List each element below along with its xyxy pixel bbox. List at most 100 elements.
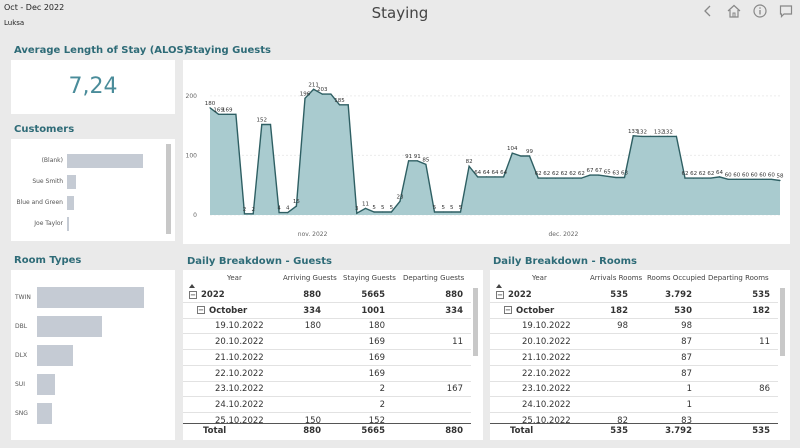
data-point[interactable]: [356, 212, 358, 214]
data-point[interactable]: [433, 211, 436, 213]
data-point[interactable]: [615, 176, 617, 179]
data-point[interactable]: [468, 165, 470, 167]
rooms-row[interactable]: 19.10.2022 98 98: [490, 318, 778, 335]
data-point[interactable]: [226, 113, 228, 115]
data-point[interactable]: [753, 178, 755, 180]
room-type-bar[interactable]: [37, 374, 56, 395]
comment-icon[interactable]: [778, 3, 794, 19]
data-point[interactable]: [675, 135, 677, 137]
data-point[interactable]: [537, 177, 539, 179]
collapse-icon[interactable]: −: [189, 290, 197, 299]
rooms-row[interactable]: 21.10.2022 87: [490, 350, 778, 366]
data-point[interactable]: [278, 212, 280, 214]
data-point[interactable]: [338, 104, 341, 106]
rooms-col-departing[interactable]: Departing Rooms: [708, 274, 769, 282]
collapse-icon[interactable]: −: [504, 306, 512, 315]
room-type-bar[interactable]: [37, 403, 52, 424]
data-point[interactable]: [269, 123, 272, 126]
data-point[interactable]: [373, 211, 375, 213]
rooms-scrollbar[interactable]: [780, 288, 785, 356]
guests-col-arriving[interactable]: Arriving Guests: [283, 274, 337, 282]
rooms-row[interactable]: 24.10.2022 1: [490, 397, 778, 413]
data-point[interactable]: [503, 176, 505, 178]
rooms-row-label[interactable]: −2022: [496, 290, 532, 300]
data-point[interactable]: [580, 177, 582, 179]
guests-row[interactable]: 24.10.2022 2: [183, 397, 471, 413]
data-point[interactable]: [399, 200, 401, 202]
data-point[interactable]: [649, 135, 652, 137]
customer-bar[interactable]: [67, 175, 77, 189]
rooms-col-occupied[interactable]: Rooms Occupied: [647, 274, 706, 282]
data-point[interactable]: [632, 135, 634, 137]
data-point[interactable]: [416, 160, 418, 162]
customers-scrollbar[interactable]: [166, 144, 171, 234]
rooms-row[interactable]: 22.10.2022 87: [490, 366, 778, 382]
customer-bar[interactable]: [67, 217, 69, 231]
data-point[interactable]: [295, 205, 297, 207]
data-point[interactable]: [425, 163, 427, 165]
rooms-col-year[interactable]: Year: [532, 274, 547, 282]
data-point[interactable]: [347, 104, 349, 106]
data-point[interactable]: [744, 178, 747, 180]
customer-bar[interactable]: [67, 154, 143, 168]
data-point[interactable]: [511, 152, 513, 154]
data-point[interactable]: [623, 176, 626, 179]
rooms-row[interactable]: − October 182 530 182: [490, 303, 778, 319]
data-point[interactable]: [520, 155, 522, 157]
data-point[interactable]: [546, 177, 548, 179]
room-type-bar[interactable]: [37, 316, 103, 337]
data-point[interactable]: [718, 176, 721, 178]
data-point[interactable]: [218, 113, 220, 115]
data-point[interactable]: [762, 178, 764, 180]
sort-up-icon[interactable]: [188, 283, 196, 289]
data-point[interactable]: [382, 211, 384, 213]
guests-col-year[interactable]: Year: [227, 274, 242, 282]
data-point[interactable]: [451, 211, 453, 213]
data-point[interactable]: [304, 97, 306, 99]
data-point[interactable]: [572, 177, 574, 179]
data-point[interactable]: [330, 93, 332, 95]
data-point[interactable]: [252, 213, 254, 215]
data-point[interactable]: [598, 174, 600, 176]
data-point[interactable]: [563, 177, 565, 179]
collapse-icon[interactable]: −: [197, 306, 205, 315]
rooms-row[interactable]: 23.10.2022 1 86: [490, 381, 778, 398]
data-point[interactable]: [589, 174, 591, 176]
data-point[interactable]: [693, 177, 695, 179]
data-point[interactable]: [710, 177, 712, 179]
data-point[interactable]: [494, 176, 496, 178]
data-point[interactable]: [658, 135, 660, 137]
guests-col-staying[interactable]: Staying Guests: [343, 274, 396, 282]
room-type-bar[interactable]: [37, 287, 144, 308]
data-point[interactable]: [667, 135, 669, 137]
rooms-row-label[interactable]: − October: [504, 306, 554, 316]
data-point[interactable]: [243, 213, 246, 215]
data-point[interactable]: [442, 211, 444, 213]
guests-row[interactable]: − October 334 1001 334: [183, 303, 471, 319]
data-point[interactable]: [235, 113, 237, 115]
data-point[interactable]: [364, 207, 367, 209]
guests-row[interactable]: 22.10.2022 169: [183, 366, 471, 382]
guests-row[interactable]: −2022 880 5665 880: [183, 287, 471, 303]
data-point[interactable]: [287, 212, 289, 214]
data-point[interactable]: [477, 176, 479, 178]
data-point[interactable]: [209, 107, 211, 109]
guests-row[interactable]: 20.10.2022 169 11: [183, 334, 471, 351]
customer-bar[interactable]: [67, 196, 74, 210]
data-point[interactable]: [779, 179, 781, 182]
info-icon[interactable]: [752, 3, 768, 19]
sort-up-icon[interactable]: [495, 283, 503, 289]
home-icon[interactable]: [726, 3, 742, 19]
data-point[interactable]: [727, 178, 729, 180]
guests-scrollbar[interactable]: [473, 288, 478, 356]
room-type-bar[interactable]: [37, 345, 74, 366]
data-point[interactable]: [485, 176, 487, 178]
data-point[interactable]: [641, 135, 643, 137]
data-point[interactable]: [321, 93, 323, 95]
guests-row[interactable]: 19.10.2022 180 180: [183, 318, 471, 335]
rooms-row[interactable]: −2022 535 3.792 535: [490, 287, 778, 303]
data-point[interactable]: [408, 160, 410, 162]
data-point[interactable]: [528, 155, 531, 157]
rooms-row[interactable]: 20.10.2022 87 11: [490, 334, 778, 351]
data-point[interactable]: [770, 178, 773, 180]
